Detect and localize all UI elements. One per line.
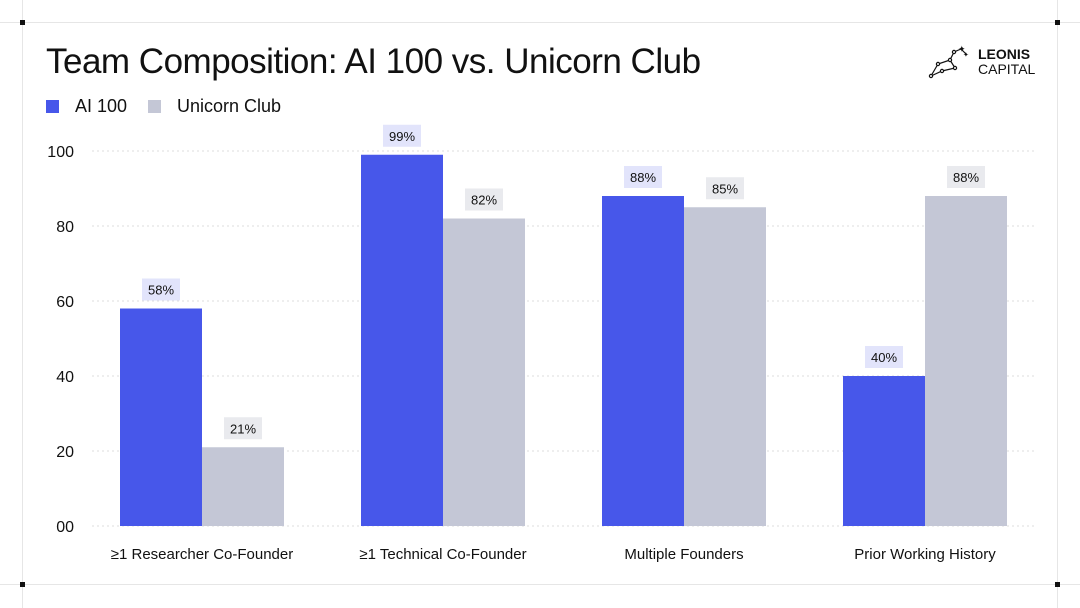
data-label: 88% [630,170,656,185]
y-tick-label: 00 [56,519,74,536]
y-tick-label: 100 [47,144,74,161]
y-tick-label: 60 [56,294,74,311]
data-label: 99% [389,129,415,144]
corner-marker [20,20,25,25]
svg-text:✦: ✦ [963,51,969,59]
data-label-bg [224,417,262,440]
svg-text:✦: ✦ [958,44,966,54]
frame-line-left [22,0,23,608]
bar-ai100 [120,308,202,526]
legend-swatch [46,100,59,113]
corner-marker [1055,582,1060,587]
data-label-bg [865,346,903,368]
data-label-bg [142,278,180,301]
bar-unicorn [202,447,284,526]
x-tick-label: ≥1 Researcher Co-Founder [111,546,293,563]
data-label: 40% [871,350,897,365]
corner-marker [1055,20,1060,25]
legend-swatch [148,100,161,113]
chart-title: Team Composition: AI 100 vs. Unicorn Clu… [46,42,701,81]
y-tick-label: 40 [56,369,74,386]
bar-unicorn [925,196,1007,526]
y-tick-label: 20 [56,444,74,461]
legend-label: Unicorn Club [177,96,282,116]
logo-line2: CAPITAL [978,61,1036,77]
bar-ai100 [602,196,684,526]
bar-unicorn [684,207,766,526]
data-label-bg [383,124,421,147]
x-tick-label: ≥1 Technical Co-Founder [359,546,526,563]
bar-ai100 [843,376,925,526]
bar-ai100 [361,154,443,526]
constellation-icon: ✦ ✦ [928,44,969,79]
x-tick-label: Prior Working History [854,546,996,563]
frame-line-top [0,22,1080,23]
corner-marker [20,582,25,587]
data-label-bg [947,166,985,188]
data-label: 21% [230,421,256,436]
data-label: 58% [148,283,174,298]
logo-line1: LEONIS [978,46,1031,62]
y-tick-label: 80 [56,219,74,236]
frame-line-bottom [0,584,1080,585]
data-label: 88% [953,170,979,185]
legend-item-unicorn: Unicorn Club [148,96,281,117]
bar-unicorn [443,218,525,526]
data-label-bg [706,177,744,200]
x-tick-label: Multiple Founders [624,546,743,563]
leonis-capital-logo: ✦ ✦ LEONIS CAPITAL [928,44,1035,80]
data-label: 82% [471,193,497,208]
data-label: 85% [712,181,738,196]
legend-item-ai100: AI 100 [46,96,127,117]
legend-label: AI 100 [75,96,128,116]
data-label-bg [465,188,503,211]
frame-line-right [1057,0,1058,608]
data-label-bg [624,166,662,188]
